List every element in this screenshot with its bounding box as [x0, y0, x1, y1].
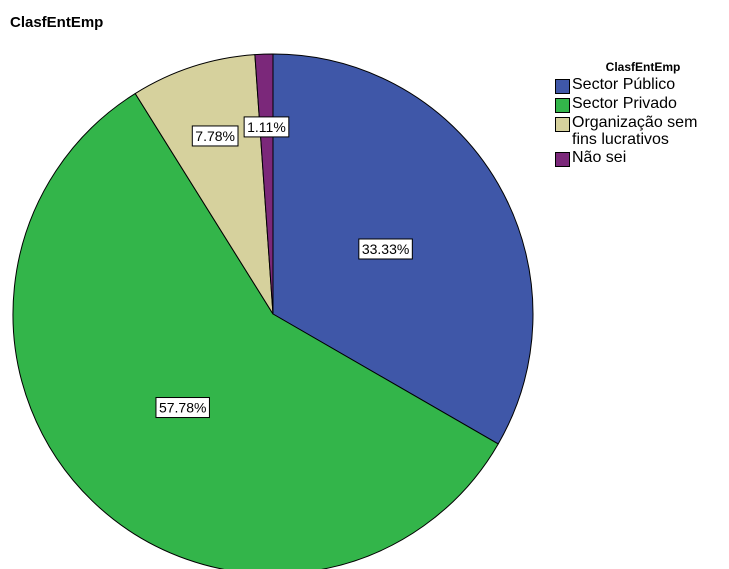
legend-title: ClasfEntEmp — [605, 60, 681, 74]
pie-data-label-text: 7.78% — [195, 128, 235, 144]
legend: ClasfEntEmp Sector Público Sector Privad… — [555, 60, 727, 168]
pie-slice — [134, 54, 274, 315]
legend-item-organizacao: Organização sem fins lucrativos — [555, 114, 727, 148]
chart-title: ClasfEntEmp — [10, 14, 104, 31]
legend-item-nao-sei: Não sei — [555, 149, 727, 167]
pie-data-label: 57.78% — [155, 397, 210, 419]
legend-label: Organização sem fins lucrativos — [572, 114, 698, 148]
legend-item-sector-privado: Sector Privado — [555, 95, 727, 113]
legend-label: Sector Privado — [572, 95, 677, 112]
pie-data-labels: 33.33% 57.78% 7.78% 1.11% — [155, 116, 413, 419]
legend-label: Não sei — [572, 149, 627, 166]
pie-data-label: 33.33% — [358, 238, 413, 260]
legend-swatch — [555, 79, 570, 94]
pie-data-label-box — [155, 397, 210, 419]
legend-swatch — [555, 152, 570, 167]
legend-label: Sector Público — [572, 76, 676, 93]
legend-swatch — [555, 117, 570, 132]
pie-data-label-text: 33.33% — [362, 241, 409, 257]
pie-data-label-box — [243, 116, 290, 138]
pie-data-label: 1.11% — [243, 116, 290, 138]
pie-slice — [12, 93, 499, 569]
pie-data-label-box — [191, 125, 239, 147]
pie-data-label-box — [358, 238, 413, 260]
pie-data-label: 7.78% — [191, 125, 239, 147]
legend-swatch — [555, 98, 570, 113]
legend-item-sector-publico: Sector Público — [555, 76, 727, 94]
pie-data-label-text: 57.78% — [159, 400, 206, 416]
pie-data-label-text: 1.11% — [247, 119, 286, 135]
